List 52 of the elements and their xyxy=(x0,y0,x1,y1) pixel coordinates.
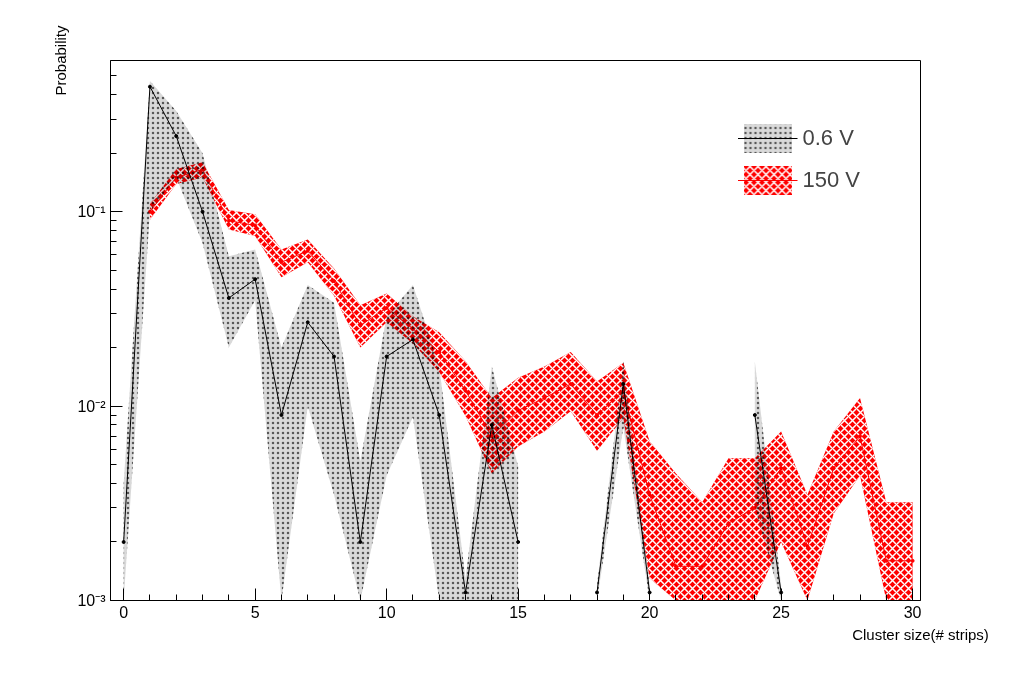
point xyxy=(200,209,205,214)
point xyxy=(410,337,415,342)
point xyxy=(332,354,337,359)
point xyxy=(568,381,573,386)
point xyxy=(279,260,284,265)
y-tick-label: 10⁻³ xyxy=(77,592,107,609)
x-axis-title: Cluster size(# strips) xyxy=(852,625,989,643)
point xyxy=(542,396,547,401)
point xyxy=(595,590,600,595)
x-tick-label: 20 xyxy=(640,603,659,621)
point xyxy=(700,564,705,569)
x-tick-label: 25 xyxy=(772,603,791,621)
point xyxy=(121,539,126,544)
point xyxy=(858,434,863,439)
y-tick-label: 10⁻¹ xyxy=(77,203,106,221)
point xyxy=(621,381,626,386)
point xyxy=(463,388,468,393)
point xyxy=(752,413,757,418)
x-tick-label: 5 xyxy=(250,603,260,621)
point xyxy=(384,354,389,359)
point xyxy=(384,305,389,310)
point xyxy=(673,564,678,569)
point xyxy=(437,413,442,418)
point xyxy=(910,558,915,563)
x-tick-label: 15 xyxy=(509,603,528,621)
point xyxy=(437,349,442,354)
point xyxy=(489,422,494,427)
x-tick-label: 0 xyxy=(119,603,129,621)
point xyxy=(253,277,258,282)
point xyxy=(332,279,337,284)
x-tick-label: 30 xyxy=(903,603,922,621)
y-axis-title: Probability xyxy=(52,24,70,96)
point xyxy=(805,544,810,549)
point xyxy=(147,84,152,89)
point xyxy=(358,539,363,544)
point xyxy=(174,134,179,139)
point xyxy=(779,466,784,471)
point xyxy=(226,296,231,300)
point xyxy=(253,223,258,228)
legend-label: 150 V xyxy=(802,167,860,193)
point xyxy=(305,248,310,253)
legend-label: 0.6 V xyxy=(802,125,854,151)
y-tick-label: 10⁻² xyxy=(77,397,107,415)
x-tick-label: 10 xyxy=(377,603,396,621)
point xyxy=(647,492,652,497)
point xyxy=(305,320,310,325)
point xyxy=(516,408,521,413)
point xyxy=(279,413,284,418)
point xyxy=(226,218,231,223)
point xyxy=(516,539,521,544)
point xyxy=(463,590,468,595)
point xyxy=(884,558,889,563)
